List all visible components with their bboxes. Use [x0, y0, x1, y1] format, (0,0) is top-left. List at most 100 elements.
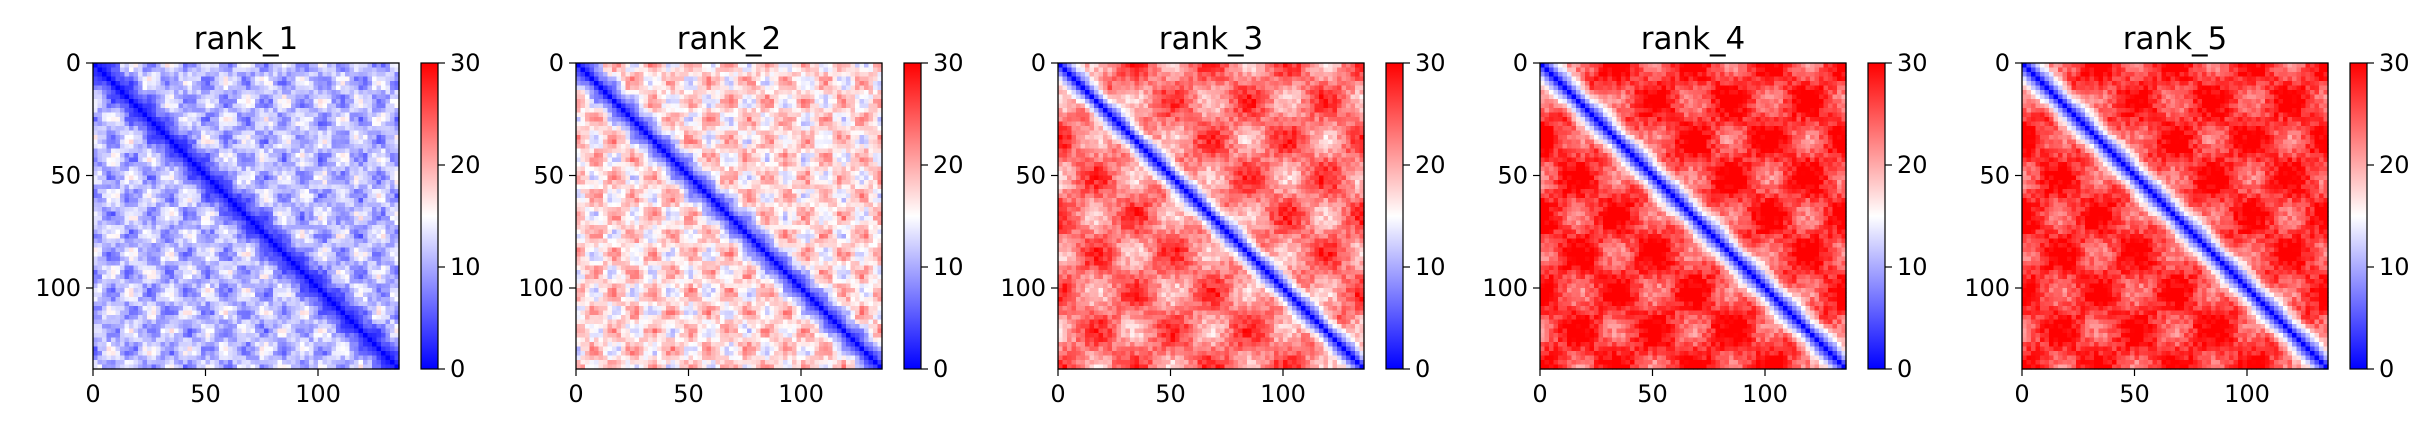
heatmap-cell: [152, 266, 157, 271]
heatmap-cell: [228, 194, 233, 199]
heatmap-cell: [644, 72, 649, 77]
heatmap-cell: [183, 342, 188, 347]
heatmap-cell: [138, 329, 143, 334]
heatmap-cell: [156, 302, 161, 307]
heatmap-cell: [869, 63, 874, 68]
heatmap-cell: [210, 144, 215, 149]
heatmap-cell: [125, 288, 130, 293]
heatmap-cell: [215, 302, 220, 307]
heatmap-cell: [183, 248, 188, 253]
heatmap-cell: [381, 104, 386, 109]
heatmap-cell: [111, 279, 116, 284]
heatmap-cell: [183, 306, 188, 311]
heatmap-cell: [170, 104, 175, 109]
heatmap-cell: [201, 203, 206, 208]
heatmap-cell: [224, 279, 229, 284]
heatmap-cell: [815, 72, 820, 77]
heatmap-cell: [621, 68, 626, 73]
heatmap-cell: [138, 279, 143, 284]
heatmap-cell: [197, 167, 202, 172]
heatmap-cell: [116, 239, 121, 244]
heatmap-cell: [287, 221, 292, 226]
heatmap-cell: [251, 252, 256, 257]
heatmap-cell: [120, 194, 125, 199]
heatmap-cell: [111, 81, 116, 86]
heatmap-cell: [93, 203, 98, 208]
heatmap-cell: [192, 131, 197, 136]
heatmap-cell: [237, 216, 242, 221]
heatmap-cell: [630, 63, 635, 68]
heatmap-cell: [345, 329, 350, 334]
heatmap-cell: [134, 149, 139, 154]
heatmap-cell: [390, 257, 395, 262]
heatmap-cell: [273, 180, 278, 185]
heatmap-cell: [98, 243, 103, 248]
heatmap-cell: [170, 90, 175, 95]
heatmap-cell: [381, 117, 386, 122]
heatmap-cell: [242, 320, 247, 325]
heatmap-cell: [111, 144, 116, 149]
heatmap-cell: [260, 149, 265, 154]
heatmap-cell: [287, 297, 292, 302]
heatmap-cell: [797, 81, 802, 86]
heatmap-cell: [228, 126, 233, 131]
heatmap-cell: [215, 149, 220, 154]
heatmap-cell: [206, 306, 211, 311]
heatmap-cell: [210, 135, 215, 140]
heatmap-cell: [309, 144, 314, 149]
heatmap-cell: [179, 275, 184, 280]
heatmap-cell: [210, 347, 215, 352]
heatmap-cell: [170, 275, 175, 280]
heatmap-cell: [318, 261, 323, 266]
heatmap-cell: [143, 140, 148, 145]
heatmap-cell: [327, 221, 332, 226]
heatmap-cell: [291, 221, 296, 226]
heatmap-cell: [215, 90, 220, 95]
heatmap-cell: [174, 131, 179, 136]
heatmap-cell: [327, 225, 332, 230]
heatmap-cell: [318, 72, 323, 77]
heatmap-cell: [174, 320, 179, 325]
heatmap-cell: [107, 216, 112, 221]
heatmap-cell: [359, 338, 364, 343]
heatmap-cell: [233, 284, 238, 289]
heatmap-cell: [165, 149, 170, 154]
heatmap-cell: [201, 63, 206, 68]
heatmap-cell: [354, 153, 359, 158]
heatmap-cell: [152, 279, 157, 284]
heatmap-cell: [368, 207, 373, 212]
heatmap-cell: [174, 239, 179, 244]
heatmap-cell: [300, 212, 305, 217]
heatmap-cell: [152, 324, 157, 329]
heatmap-cell: [224, 135, 229, 140]
heatmap-cell: [386, 351, 391, 356]
heatmap-cell: [125, 252, 130, 257]
heatmap-cell: [300, 171, 305, 176]
heatmap-cell: [255, 230, 260, 235]
heatmap-cell: [648, 68, 653, 73]
heatmap-cell: [269, 315, 274, 320]
heatmap-cell: [278, 158, 283, 163]
heatmap-cell: [219, 270, 224, 275]
heatmap-cell: [174, 324, 179, 329]
heatmap-cell: [102, 167, 107, 172]
heatmap-cell: [608, 72, 613, 77]
heatmap-cell: [278, 86, 283, 91]
heatmap-cell: [314, 158, 319, 163]
heatmap-cell: [314, 149, 319, 154]
heatmap-cell: [368, 167, 373, 172]
heatmap-cell: [743, 72, 748, 77]
heatmap-cell: [296, 90, 301, 95]
heatmap-cell: [368, 302, 373, 307]
heatmap-cell: [237, 104, 242, 109]
heatmap-cell: [102, 108, 107, 113]
heatmap-cell: [332, 351, 337, 356]
heatmap-cell: [215, 257, 220, 262]
heatmap-cell: [336, 239, 341, 244]
heatmap-cell: [314, 117, 319, 122]
heatmap-cell: [206, 239, 211, 244]
heatmap-cell: [630, 81, 635, 86]
heatmap-cell: [170, 315, 175, 320]
heatmap-cell: [386, 243, 391, 248]
heatmap-cell: [134, 248, 139, 253]
